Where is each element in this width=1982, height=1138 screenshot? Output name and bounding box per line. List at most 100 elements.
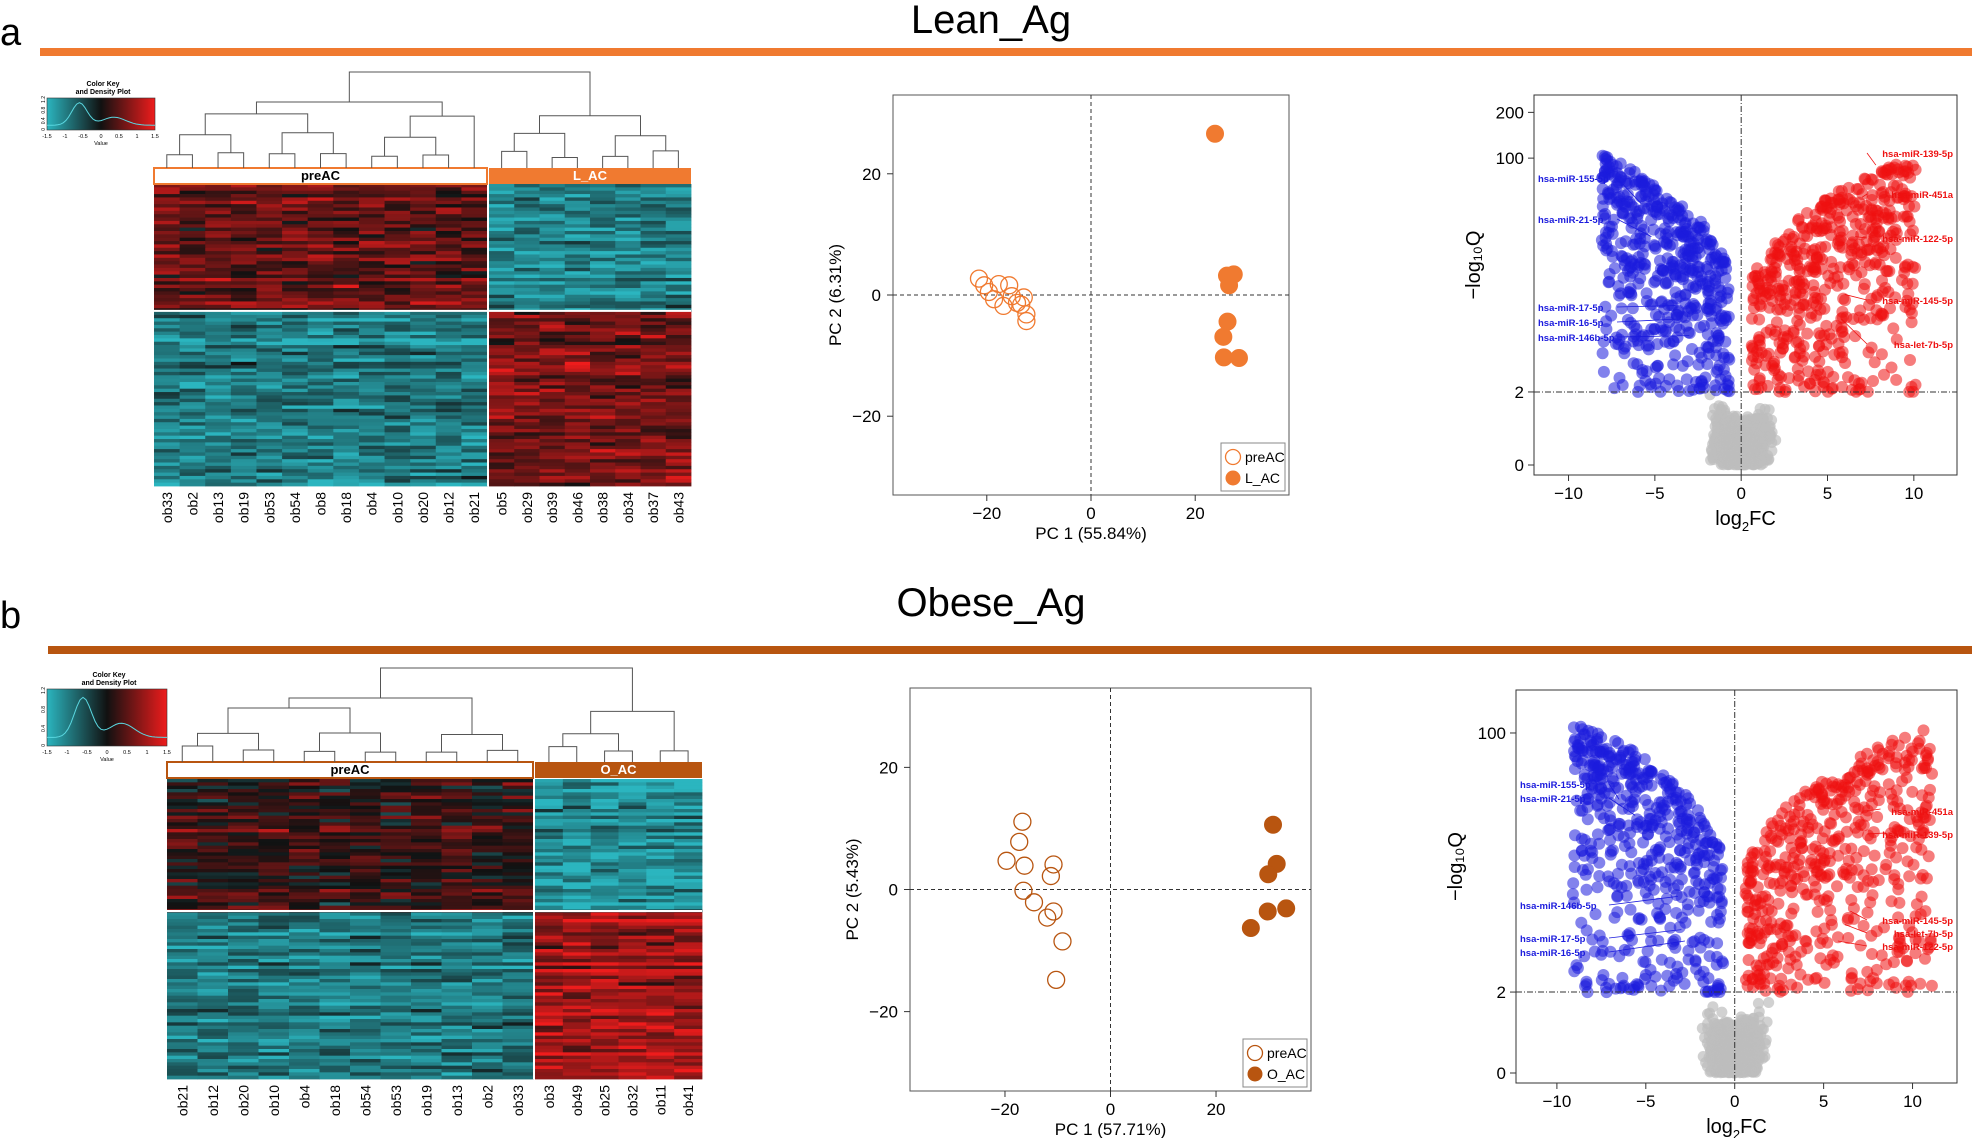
heatmap-cell <box>282 301 309 306</box>
heatmap-cell <box>167 825 198 830</box>
heatmap-cell <box>410 294 437 299</box>
heatmap-cell <box>489 237 515 242</box>
heatmap-cell <box>590 392 616 396</box>
heatmap-cell <box>333 227 360 232</box>
heatmap-cell <box>333 405 360 410</box>
heatmap-cell <box>535 832 564 837</box>
heatmap-cell <box>289 835 320 840</box>
heatmap-cell <box>333 261 360 265</box>
heatmap-cell <box>590 244 616 249</box>
heatmap-cell <box>411 929 442 933</box>
heatmap-cell <box>289 982 320 987</box>
heatmap-cell <box>411 829 442 833</box>
heatmap-cell <box>502 865 534 870</box>
pca-point-group2 <box>1224 265 1243 284</box>
heatmap-cell <box>539 415 566 420</box>
heatmap-cell <box>384 224 411 229</box>
heatmap-cell <box>411 832 442 837</box>
color-key-xtick: 0 <box>99 134 102 140</box>
heatmap-cell <box>514 388 540 393</box>
volcano-point-up <box>1869 230 1882 243</box>
heatmap-cell <box>435 234 462 239</box>
heatmap-cell <box>489 465 515 470</box>
heatmap-cell <box>333 301 360 306</box>
heatmap-cell <box>289 902 320 907</box>
heatmap-cell <box>197 979 229 983</box>
heatmap-cell <box>228 782 259 787</box>
heatmap-cell <box>640 254 667 259</box>
heatmap-cell <box>539 301 566 306</box>
heatmap-cell <box>646 802 675 807</box>
heatmap-cell <box>562 782 592 787</box>
heatmap-cell <box>179 479 206 484</box>
heatmap-cell <box>380 969 412 973</box>
heatmap-cell <box>333 251 360 255</box>
heatmap-cell <box>282 234 309 239</box>
heatmap-cell <box>472 829 503 833</box>
volcano-xtick-label: 0 <box>1736 484 1745 503</box>
volcano-point-ns <box>1745 413 1757 425</box>
heatmap-cell <box>205 449 232 453</box>
heatmap-cell <box>154 371 181 376</box>
heatmap-cell <box>502 829 534 833</box>
heatmap-cell <box>411 822 442 827</box>
heatmap-cell <box>514 338 540 343</box>
pca-point-group1 <box>1012 295 1031 314</box>
heatmap-cell <box>615 348 641 353</box>
heatmap-cell <box>665 264 692 269</box>
heatmap-cell <box>615 214 641 218</box>
heatmap-cell <box>205 274 232 279</box>
heatmap-cell <box>228 899 259 903</box>
heatmap-cell <box>441 862 473 867</box>
heatmap-cell <box>307 187 334 192</box>
heatmap-cell <box>489 254 515 259</box>
heatmap-cell <box>441 949 473 953</box>
heatmap-cell <box>674 992 703 997</box>
volcano-point-up <box>1906 224 1919 237</box>
heatmap-cell <box>562 805 592 810</box>
volcano-point-up <box>1801 327 1814 340</box>
heatmap-cell <box>441 852 473 857</box>
heatmap-cell <box>384 455 411 460</box>
heatmap-cell <box>665 412 692 416</box>
heatmap-cell <box>289 859 320 863</box>
heatmap-cell <box>410 264 437 269</box>
heatmap-cell <box>154 331 181 336</box>
heatmap-cell <box>256 261 283 265</box>
heatmap-cell <box>289 905 320 910</box>
heatmap-cell <box>535 962 564 967</box>
heatmap-cell <box>461 455 488 460</box>
heatmap-cell <box>258 875 290 880</box>
heatmap-cell <box>384 388 411 393</box>
heatmap-cell <box>472 859 503 863</box>
heatmap-cell <box>461 408 488 413</box>
heatmap-cell <box>562 952 592 957</box>
heatmap-cell <box>441 785 473 790</box>
heatmap-cell <box>282 261 309 265</box>
heatmap-cell <box>618 952 647 957</box>
heatmap-cell <box>674 925 703 930</box>
heatmap-cell <box>646 822 675 827</box>
heatmap-cell <box>618 802 647 807</box>
heatmap-cell <box>411 925 442 930</box>
heatmap-cell <box>590 842 619 847</box>
heatmap-cell <box>615 465 641 470</box>
volcano-point-up <box>1873 178 1886 191</box>
heatmap-cell <box>307 318 334 322</box>
heatmap-cell <box>167 842 198 847</box>
heatmap-cell <box>410 314 437 319</box>
heatmap-cell <box>307 418 334 423</box>
heatmap-cell <box>282 375 309 380</box>
dendrogram-branch <box>384 136 437 157</box>
heatmap-cell <box>410 230 437 235</box>
volcano-point-up <box>1820 319 1833 332</box>
heatmap-cell <box>615 184 641 188</box>
heatmap-cell <box>562 845 592 850</box>
heatmap-cell <box>384 331 411 336</box>
heatmap-cell <box>319 989 351 993</box>
heatmap-cell <box>646 939 675 943</box>
heatmap-cell <box>411 895 442 900</box>
heatmap-cell <box>230 412 257 416</box>
heatmap-cell <box>590 412 616 416</box>
volcano-point-up <box>1878 368 1890 381</box>
